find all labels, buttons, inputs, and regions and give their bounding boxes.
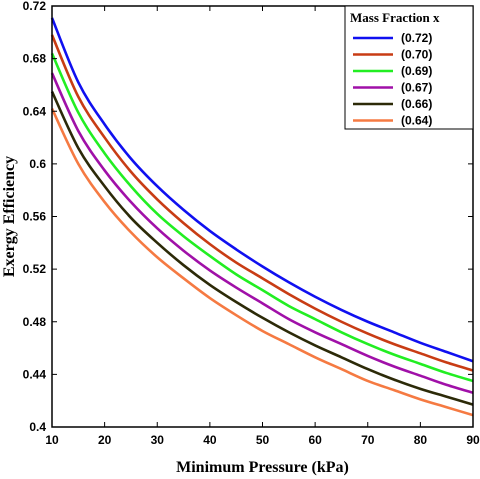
axis-ticks: 10 20 30 40 50 60 70 80 90 0.4 0.44 0.48 0.52 0.56 0.6…	[23, 0, 480, 447]
x-tick-label: 50	[256, 433, 270, 447]
legend: Mass Fraction x (0.72) (0.70) (0.69) (0.67)…	[344, 5, 474, 130]
legend-label-0: (0.72)	[401, 31, 432, 45]
x-tick-label: 60	[308, 433, 322, 447]
legend-box	[344, 5, 474, 130]
legend-title: Mass Fraction x	[350, 10, 440, 25]
y-tick-label: 0.4	[29, 420, 46, 434]
x-tick-label: 20	[98, 433, 112, 447]
legend-label-4: (0.66)	[401, 97, 432, 111]
y-axis-title: Exergy Efficiency	[1, 156, 18, 277]
x-tick-label: 90	[466, 433, 480, 447]
y-tick-label: 0.64	[23, 104, 47, 118]
x-axis-title: Minimum Pressure (kPa)	[176, 459, 349, 476]
legend-label-1: (0.70)	[401, 48, 432, 62]
x-tick-label: 10	[45, 433, 59, 447]
y-tick-label: 0.68	[23, 52, 47, 66]
y-tick-label: 0.56	[23, 210, 47, 224]
legend-label-3: (0.67)	[401, 81, 432, 95]
series-line-3	[50, 72, 474, 395]
y-tick-label: 0.72	[23, 0, 47, 13]
y-tick-label: 0.6	[29, 157, 46, 171]
y-tick-label: 0.48	[23, 315, 47, 329]
legend-label-5: (0.64)	[401, 114, 432, 128]
x-tick-label: 70	[361, 433, 375, 447]
series-line-5	[50, 108, 474, 417]
x-tick-label: 80	[414, 433, 428, 447]
series-lines	[50, 17, 474, 417]
y-tick-label: 0.52	[23, 262, 47, 276]
legend-label-2: (0.69)	[401, 64, 432, 78]
y-tick-label: 0.44	[23, 367, 47, 381]
series-line-1	[50, 34, 474, 372]
series-line-0	[50, 17, 474, 363]
series-line-4	[50, 90, 474, 406]
series-line-2	[50, 52, 474, 383]
x-tick-label: 40	[203, 433, 217, 447]
x-tick-label: 30	[151, 433, 165, 447]
